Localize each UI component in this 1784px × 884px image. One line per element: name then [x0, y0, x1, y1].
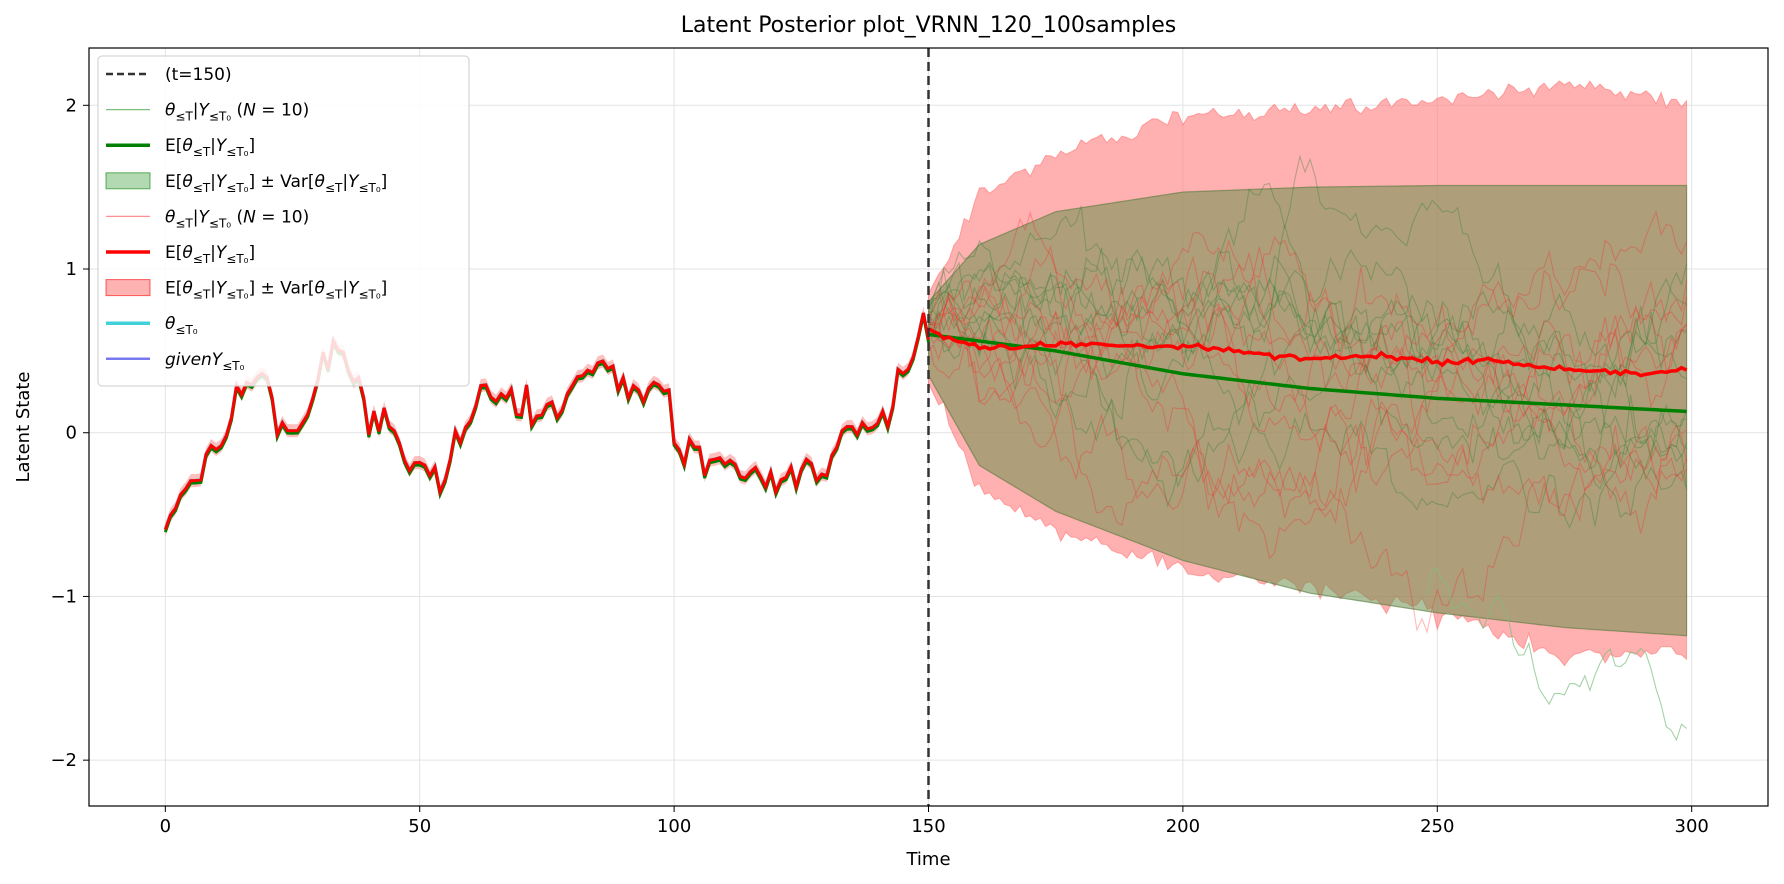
green-mean-forecast: [928, 332, 1687, 414]
legend-handle: [105, 279, 151, 297]
axes: 0 50 100 150 200 250 300 −2 −1 0 1 2: [50, 95, 1708, 837]
red-sample-path: [927, 305, 1687, 511]
legend-label: E[θ≤T|Y≤T₀]: [165, 136, 255, 159]
legend-box: [97, 55, 470, 387]
legend-item: θ≤T|Y≤T₀ (N = 10): [106, 101, 309, 124]
legend-item: θ≤T|Y≤T₀ (N = 10): [106, 207, 309, 230]
x-tick-label: 50: [408, 816, 431, 837]
x-tick-label: 300: [1675, 816, 1709, 837]
legend-item: E[θ≤T|Y≤T₀]: [106, 136, 255, 159]
green-sample-path: [928, 205, 1688, 444]
red-sample-path: [927, 236, 1688, 433]
legend-item: E[θ≤T|Y≤T₀]: [106, 243, 255, 266]
y-tick-label: 0: [66, 423, 77, 444]
red-sample-path: [927, 210, 1688, 492]
green-sample-path: [927, 248, 1688, 470]
plot-area: [163, 48, 1688, 806]
green-sample-path: [928, 264, 1688, 519]
legend-item: θ≤T₀: [106, 314, 198, 337]
red-sample-path: [928, 246, 1688, 409]
y-tick-label: 2: [66, 95, 77, 116]
legend-item: givenY≤T₀: [106, 350, 245, 373]
legend-label: θ≤T|Y≤T₀ (N = 10): [165, 101, 309, 124]
legend-label: (t=150): [165, 65, 232, 85]
red-mean-forecast: [927, 327, 1688, 378]
red-sample-path: [928, 255, 1687, 493]
green-sample-path: [928, 154, 1687, 457]
green-sample-path: [928, 261, 1687, 490]
y-tick-label: −2: [50, 750, 77, 771]
legend-item: (t=150): [106, 65, 232, 85]
x-tick-label: 0: [160, 816, 171, 837]
x-axis-label: Time: [905, 849, 950, 870]
y-axis-label: Latent State: [13, 371, 34, 482]
red-sample-path: [927, 306, 1688, 522]
chart-title: Latent Posterior plot_VRNN_120_100sample…: [681, 13, 1177, 38]
legend-handle: [105, 172, 151, 190]
x-tick-label: 100: [657, 816, 691, 837]
x-tick-label: 250: [1420, 816, 1454, 837]
y-tick-label: −1: [50, 586, 77, 607]
legend-label: givenY≤T₀: [165, 350, 245, 373]
green-variance-band: [927, 184, 1688, 637]
green-sample-path: [928, 224, 1687, 460]
legend-label: E[θ≤T|Y≤T₀] ± Var[θ≤T|Y≤T₀]: [165, 279, 387, 302]
green-sample-path: [927, 239, 1688, 508]
green-sample-path: [928, 254, 1687, 442]
legend-item: E[θ≤T|Y≤T₀] ± Var[θ≤T|Y≤T₀]: [105, 279, 387, 302]
legend-label: θ≤T₀: [165, 314, 198, 337]
red-sample-path: [928, 263, 1688, 560]
green-sample-tail: [1426, 567, 1687, 742]
legend: (t=150) θ≤T|Y≤T₀ (N = 10) E[θ≤T|Y≤T₀] E[θ≤T…: [97, 55, 470, 387]
legend-item: E[θ≤T|Y≤T₀] ± Var[θ≤T|Y≤T₀]: [105, 172, 387, 195]
legend-label: E[θ≤T|Y≤T₀] ± Var[θ≤T|Y≤T₀]: [165, 172, 387, 195]
legend-label: E[θ≤T|Y≤T₀]: [165, 243, 255, 266]
red-sample-path: [928, 291, 1688, 634]
x-tick-label: 200: [1166, 816, 1200, 837]
green-sample-path: [927, 256, 1687, 387]
green-sample-path: [928, 312, 1688, 530]
x-tick-label: 150: [911, 816, 945, 837]
legend-label: θ≤T|Y≤T₀ (N = 10): [165, 207, 309, 230]
y-tick-label: 1: [66, 259, 77, 280]
red-mean-observed: [163, 312, 930, 531]
